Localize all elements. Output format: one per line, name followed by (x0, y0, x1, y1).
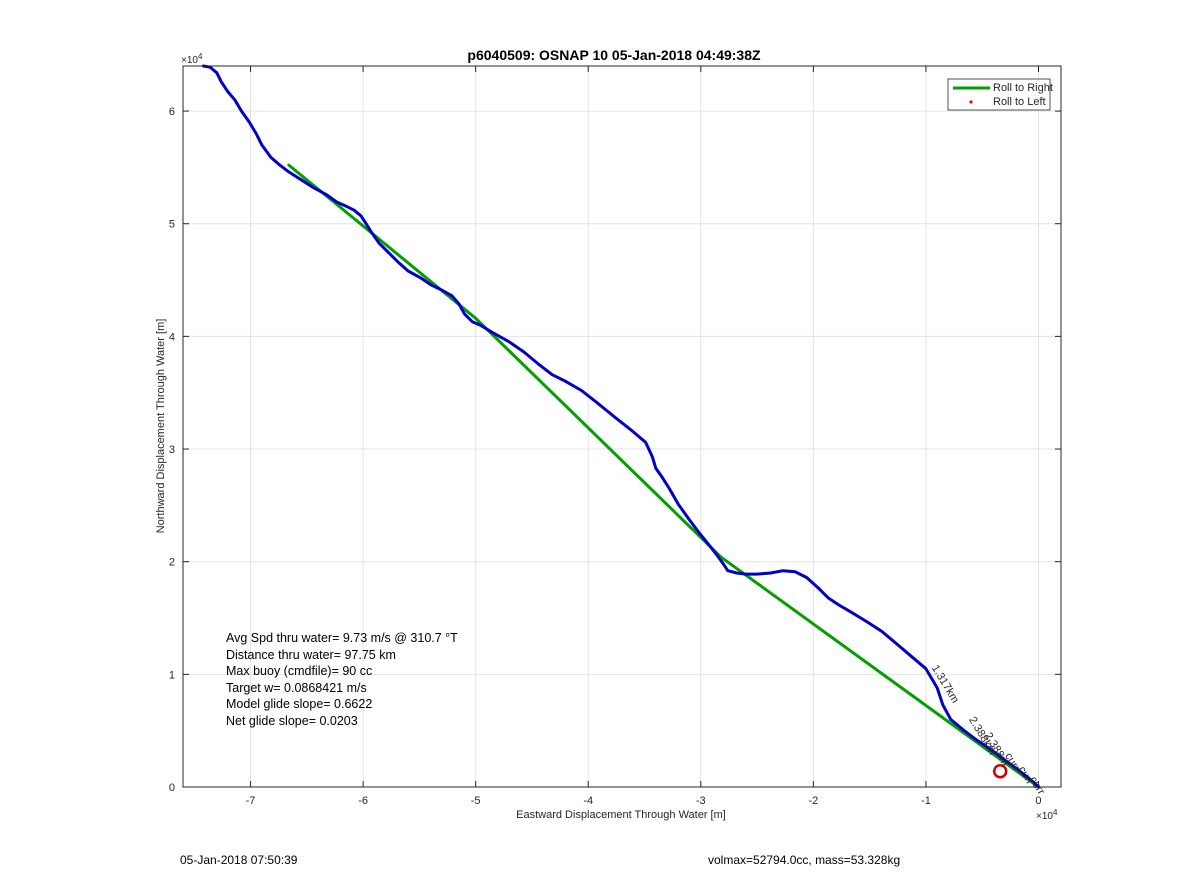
series-group (201, 64, 1040, 789)
stat-distance: Distance thru water= 97.75 km (226, 647, 396, 662)
x-axis-label: Eastward Displacement Through Water [m] (516, 809, 726, 821)
y-axis-label: Northward Displacement Through Water [m] (155, 319, 167, 534)
footer-volmax: volmax=52794.0cc, mass=53.328kg (708, 853, 901, 867)
legend-label-roll-right: Roll to Right (993, 82, 1053, 94)
y-exponent-label: ×104 (181, 52, 203, 66)
position-marker (992, 763, 1008, 779)
x-tick-label: 0 (1035, 795, 1041, 807)
x-tick-label: -3 (696, 795, 706, 807)
trajectory-line (201, 64, 1040, 789)
x-tick-label: -1 (921, 795, 931, 807)
legend: Roll to Right Roll to Left (947, 78, 1053, 111)
x-tick-label: -7 (246, 795, 256, 807)
stat-avg-speed: Avg Spd thru water= 9.73 m/s @ 310.7 °T (226, 631, 458, 645)
x-exponent-label: ×104 (1036, 808, 1058, 822)
legend-label-roll-left: Roll to Left (993, 96, 1046, 108)
legend-box (947, 78, 1051, 111)
y-tick-label: 4 (169, 331, 175, 343)
y-tick-label: 0 (169, 782, 175, 794)
x-tick-label: -6 (358, 795, 368, 807)
distance-annotation: curr (1027, 774, 1047, 797)
stat-net-glide: Net glide slope= 0.0203 (226, 713, 358, 728)
axis-ticks: -7 -6 -5 -4 -3 -2 -1 0 0 1 2 3 4 5 6 (169, 66, 1061, 807)
chart-title: p6040509: OSNAP 10 05-Jan-2018 04:49:38Z (467, 47, 761, 63)
axes-box (182, 65, 1062, 788)
footer-timestamp: 05-Jan-2018 07:50:39 (180, 853, 298, 867)
legend-dot-roll-left (969, 100, 973, 104)
stats-panel: Avg Spd thru water= 9.73 m/s @ 310.7 °T … (226, 630, 458, 729)
glide-path-line (287, 163, 1040, 789)
y-tick-label: 3 (169, 444, 175, 456)
stat-model-glide: Model glide slope= 0.6622 (226, 697, 373, 711)
stat-max-buoy: Max buoy (cmdfile)= 90 cc (226, 664, 373, 678)
y-tick-label: 1 (169, 669, 175, 681)
y-tick-label: 6 (169, 106, 175, 118)
y-tick-label: 5 (169, 219, 175, 231)
x-tick-label: -2 (808, 795, 818, 807)
x-tick-label: -5 (471, 795, 481, 807)
grid-lines (183, 66, 1061, 788)
x-tick-label: -4 (583, 795, 593, 807)
stat-target-w: Target w= 0.0868421 m/s (226, 680, 367, 695)
y-tick-label: 2 (169, 557, 175, 569)
